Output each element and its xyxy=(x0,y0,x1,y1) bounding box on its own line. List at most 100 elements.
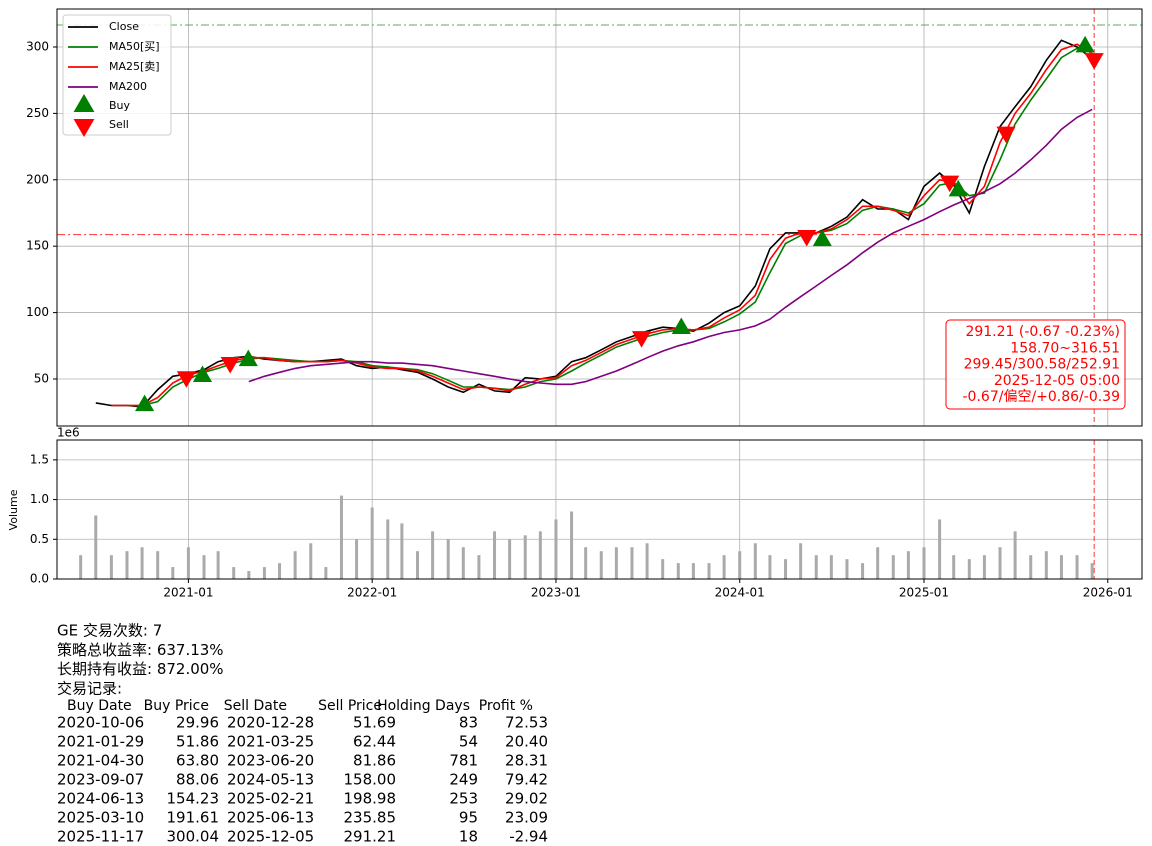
y-tick-label: 300 xyxy=(26,39,49,53)
table-header: Sell Date xyxy=(224,698,287,714)
table-header: Holding Days xyxy=(377,698,470,714)
table-cell: 2021-01-29 xyxy=(57,733,144,751)
volume-bar xyxy=(799,543,803,579)
table-cell: 18 xyxy=(459,828,478,846)
info-text: 291.21 (-0.67 -0.23%) xyxy=(965,324,1120,340)
volume-bar xyxy=(738,551,742,579)
volume-bar xyxy=(584,547,588,579)
y-tick-label: 1.5 xyxy=(30,452,49,466)
table-cell: 81.86 xyxy=(353,752,396,770)
volume-bar xyxy=(339,495,343,579)
x-tick-label: 2023-01 xyxy=(531,586,581,600)
buy-marker xyxy=(192,365,213,383)
info-text: 158.70~316.51 xyxy=(1010,340,1120,356)
volume-bar xyxy=(722,555,726,579)
table-cell: 253 xyxy=(449,790,478,808)
table-cell: 2024-06-13 xyxy=(57,790,144,808)
volume-bar xyxy=(216,551,220,579)
volume-bar xyxy=(324,567,328,579)
table-cell: 158.00 xyxy=(344,771,397,789)
buy-marker xyxy=(812,229,832,247)
volume-bar xyxy=(79,555,83,579)
volume-bar xyxy=(493,531,497,579)
legend-swatch xyxy=(73,94,95,112)
volume-bar xyxy=(768,555,772,579)
volume-bar xyxy=(278,563,282,579)
y-tick-label: 0.5 xyxy=(30,532,49,546)
volume-bar xyxy=(461,547,465,579)
table-cell: 154.23 xyxy=(167,790,220,808)
table-cell: 2025-06-13 xyxy=(227,809,314,827)
y-tick-label: 100 xyxy=(26,305,49,319)
legend-label: Buy xyxy=(109,99,131,112)
table-cell: 2024-05-13 xyxy=(227,771,314,789)
legend-box xyxy=(62,14,172,136)
volume-bar xyxy=(676,563,680,579)
summary-line: GE 交易次数: 7 xyxy=(57,622,162,640)
sell-marker xyxy=(797,230,817,247)
summary-line: 策略总收益率: 637.13% xyxy=(57,641,224,659)
sell-marker xyxy=(940,175,960,193)
buy-marker xyxy=(135,394,155,412)
legend-label: MA25[卖] xyxy=(109,60,160,73)
legend-swatch xyxy=(73,119,95,137)
volume-bar xyxy=(753,543,757,579)
volume-bar xyxy=(431,531,435,579)
info-text: 299.45/300.58/252.91 xyxy=(964,357,1120,373)
summary-line: 交易记录: xyxy=(57,679,122,697)
volume-bar xyxy=(262,567,266,579)
volume-bar xyxy=(1090,563,1094,579)
info-text: 2025-12-05 05:00 xyxy=(994,373,1120,389)
table-cell: 249 xyxy=(449,771,478,789)
table-cell: 51.69 xyxy=(353,714,396,732)
table-cell: 2023-06-20 xyxy=(227,752,314,770)
table-cell: 198.98 xyxy=(344,790,397,808)
legend-label: MA200 xyxy=(109,80,147,93)
x-tick-label: 2024-01 xyxy=(715,586,765,600)
summary-line: 长期持有收益: 872.00% xyxy=(57,660,224,678)
legend-label: Close xyxy=(109,20,139,33)
volume-bar xyxy=(922,547,926,579)
table-cell: 54 xyxy=(459,733,478,751)
sell-marker xyxy=(220,356,240,374)
volume-bar xyxy=(538,531,542,579)
series-line xyxy=(127,47,1093,407)
table-header: Buy Price xyxy=(144,698,209,714)
table-cell: 28.31 xyxy=(505,752,548,770)
table-cell: 300.04 xyxy=(167,828,220,846)
volume-bar xyxy=(891,555,895,579)
table-cell: 29.96 xyxy=(176,714,219,732)
legend-label: Sell xyxy=(109,118,129,131)
sell-marker xyxy=(631,331,652,348)
volume-bar xyxy=(814,555,818,579)
x-tick-label: 2025-01 xyxy=(899,586,949,600)
table-cell: 2020-10-06 xyxy=(57,714,144,732)
volume-bar xyxy=(554,519,558,579)
volume-bar xyxy=(1059,555,1063,579)
volume-bar xyxy=(614,547,618,579)
table-cell: 235.85 xyxy=(344,809,397,827)
sell-marker xyxy=(996,126,1016,144)
volume-bar xyxy=(140,547,144,579)
x-tick-label: 2022-01 xyxy=(347,586,397,600)
buy-marker xyxy=(948,179,968,197)
volume-bar xyxy=(1013,531,1017,579)
volume-bar xyxy=(998,547,1002,579)
volume-bar xyxy=(156,551,160,579)
volume-bar xyxy=(370,507,374,579)
table-cell: 95 xyxy=(459,809,478,827)
table-cell: 2021-03-25 xyxy=(227,733,314,751)
table-cell: 72.53 xyxy=(505,714,548,732)
table-cell: 2023-09-07 xyxy=(57,771,144,789)
table-header: Buy Date xyxy=(67,698,132,714)
table-cell: 20.40 xyxy=(505,733,548,751)
table-cell: 191.61 xyxy=(167,809,220,827)
volume-bar xyxy=(784,559,788,579)
info-text: -0.67/偏空/+0.86/-0.39 xyxy=(963,389,1121,405)
table-cell: 51.86 xyxy=(176,733,219,751)
volume-bar xyxy=(599,551,603,579)
volume-bar xyxy=(386,519,390,579)
volume-bar xyxy=(109,555,113,579)
volume-bar xyxy=(202,555,206,579)
sell-marker xyxy=(1084,53,1104,70)
